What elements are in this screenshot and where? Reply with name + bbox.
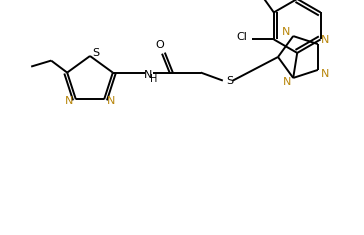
Text: H: H xyxy=(150,74,158,84)
Text: N: N xyxy=(321,69,329,79)
Text: N: N xyxy=(321,35,329,45)
Text: N: N xyxy=(107,96,115,106)
Text: O: O xyxy=(155,39,164,50)
Text: N: N xyxy=(282,27,290,37)
Text: S: S xyxy=(92,48,100,58)
Text: N: N xyxy=(283,77,292,87)
Text: N: N xyxy=(65,96,73,106)
Text: Cl: Cl xyxy=(236,32,247,43)
Text: S: S xyxy=(226,76,233,86)
Text: N: N xyxy=(144,70,152,80)
